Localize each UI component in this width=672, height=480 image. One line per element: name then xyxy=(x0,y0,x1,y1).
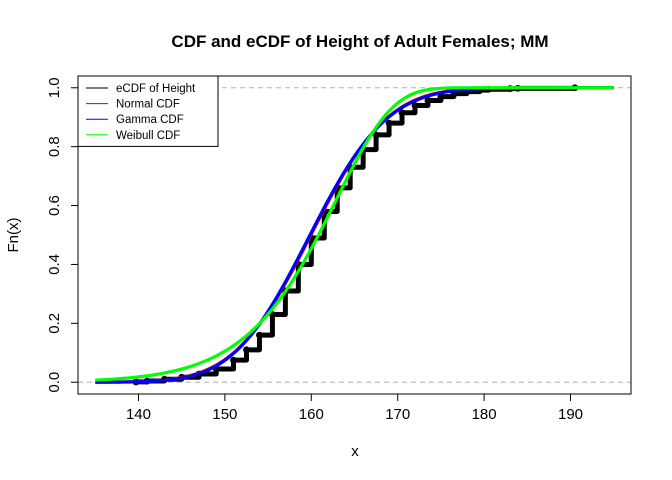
y-axis: 0.0 0.2 0.4 0.6 0.8 1.0 xyxy=(46,77,79,393)
chart-title: CDF and eCDF of Height of Adult Females;… xyxy=(171,32,548,51)
y-tick-label-1: 0.2 xyxy=(46,313,63,334)
ecdf-point-7 xyxy=(243,346,250,354)
x-tick-label-190: 190 xyxy=(558,406,583,423)
ecdf-point-21 xyxy=(424,97,432,104)
legend-entry-0: eCDF of Height xyxy=(116,83,196,95)
y-tick-label-3: 0.6 xyxy=(46,195,63,216)
ecdf-point-20 xyxy=(411,102,419,109)
ecdf-point-6 xyxy=(230,356,237,364)
x-tick-label-150: 150 xyxy=(212,406,237,423)
legend: eCDF of Height Normal CDF Gamma CDF Weibull… xyxy=(77,75,219,147)
x-tick-label-140: 140 xyxy=(126,406,151,423)
y-tick-label-0: 0.0 xyxy=(46,372,63,393)
ecdf-point-17 xyxy=(372,131,380,139)
weibull-cdf-line xyxy=(95,86,614,382)
y-tick-label-4: 0.8 xyxy=(46,136,63,157)
ecdf-point-22 xyxy=(437,93,445,101)
y-axis-label: Fn(x) xyxy=(5,218,22,253)
plot-area xyxy=(78,84,631,386)
x-tick-label-180: 180 xyxy=(472,406,497,423)
x-tick-label-160: 160 xyxy=(299,406,324,423)
ecdf-point-18 xyxy=(385,119,393,127)
y-tick-label-5: 1.0 xyxy=(46,77,63,98)
ecdf-point-19 xyxy=(398,109,406,117)
legend-entry-3: Weibull CDF xyxy=(116,130,180,142)
y-tick-label-2: 0.4 xyxy=(46,254,63,275)
ecdf-point-8 xyxy=(256,331,263,339)
x-axis: 140 150 160 170 180 190 xyxy=(126,393,583,423)
legend-entry-1: Normal CDF xyxy=(116,99,180,111)
x-axis-label: x xyxy=(351,443,359,460)
x-tick-label-170: 170 xyxy=(385,406,410,423)
legend-entry-2: Gamma CDF xyxy=(116,114,184,126)
